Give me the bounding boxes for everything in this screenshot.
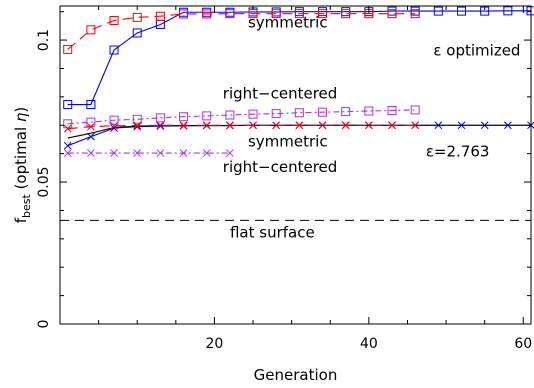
data-point-x — [179, 149, 188, 157]
data-point-x — [179, 121, 188, 130]
data-point-x — [133, 122, 142, 131]
data-point-square — [318, 9, 328, 19]
data-point-square — [63, 119, 73, 129]
data-point-square — [248, 109, 258, 119]
data-point-square — [294, 108, 304, 118]
data-point-square — [109, 115, 119, 125]
y-axis-label-close: ) — [12, 107, 30, 113]
data-point-square — [271, 9, 281, 19]
data-point-x — [133, 121, 142, 130]
annotation-symmetric-mid: symmetric — [248, 133, 328, 151]
data-point-square — [202, 9, 212, 19]
y-axis-label-main: f — [12, 217, 30, 223]
series-line-right-centered-eps-fixed-red — [67, 124, 416, 130]
data-point-x — [63, 141, 72, 150]
data-point-square — [271, 109, 281, 119]
data-point-x — [133, 149, 142, 157]
data-point-x — [411, 121, 420, 130]
data-point-x — [87, 149, 95, 157]
data-point-square — [132, 28, 142, 38]
data-point-x — [388, 121, 396, 130]
data-point-x — [341, 121, 350, 130]
data-point-x — [110, 121, 118, 130]
data-point-x — [156, 149, 165, 157]
data-point-x — [87, 122, 95, 131]
data-point-square — [318, 107, 328, 117]
data-point-square — [457, 6, 467, 16]
y-axis-label: fbest (optimal η) — [12, 107, 33, 224]
data-point-x — [249, 121, 257, 130]
data-point-square — [410, 105, 420, 115]
data-point-x — [226, 121, 234, 130]
data-point-x — [202, 149, 211, 157]
data-point-square — [202, 111, 212, 121]
data-point-square — [294, 9, 304, 19]
annotation-right-centered-bottom: right−centered — [223, 158, 338, 176]
data-point-x — [156, 121, 165, 130]
data-point-square — [155, 113, 165, 123]
data-point-square — [155, 11, 165, 21]
data-point-x — [272, 121, 281, 130]
data-point-x — [87, 132, 95, 141]
series-line-right-centered-eps-optimized — [67, 13, 416, 50]
plot-frame — [59, 5, 532, 325]
series-right-centered-eps-optimized-purple — [63, 105, 420, 129]
data-point-square — [109, 45, 119, 55]
data-point-square — [63, 100, 73, 110]
data-point-square — [387, 9, 397, 19]
data-point-square — [109, 15, 119, 25]
x-tick-label: 40 — [360, 336, 378, 352]
y-tick-label: 0 — [36, 320, 52, 329]
data-point-square — [225, 110, 235, 120]
y-tick-label: 0.05 — [36, 166, 52, 197]
data-point-square — [132, 114, 142, 124]
data-point-square — [503, 6, 513, 16]
annotation-layer: symmetric ε optimized right−centered symmet… — [223, 13, 521, 241]
data-point-x — [364, 121, 373, 130]
annotation-right-centered-top: right−centered — [223, 84, 338, 102]
data-point-x — [226, 149, 234, 157]
data-point-square — [86, 25, 96, 35]
y-axis-label-subscript: best — [20, 194, 33, 218]
x-tick-label: 20 — [206, 336, 224, 352]
data-point-x — [202, 121, 211, 130]
annotation-eps-optimized: ε optimized — [433, 42, 520, 60]
data-point-x — [295, 121, 304, 130]
x-axis-label: Generation — [254, 366, 338, 384]
y-tick-label: 0.1 — [36, 29, 52, 51]
data-point-square — [410, 9, 420, 19]
y-axis-label-greek: η — [12, 112, 30, 122]
data-point-square — [179, 112, 189, 122]
data-point-square — [63, 44, 73, 54]
data-point-square — [364, 106, 374, 116]
annotation-symmetric-top: symmetric — [248, 13, 328, 31]
data-point-square — [341, 9, 351, 19]
series-line-right-centered-eps-optimized-purple — [67, 109, 416, 125]
data-point-square — [225, 9, 235, 19]
data-point-square — [86, 100, 96, 110]
annotation-eps-value: ε=2.763 — [426, 142, 490, 160]
series-line-symmetric-eps-optimized — [67, 10, 531, 106]
data-point-square — [387, 105, 397, 115]
data-point-x — [63, 124, 72, 133]
data-point-square — [179, 9, 189, 19]
data-point-square — [433, 6, 443, 16]
data-point-square — [132, 12, 142, 22]
y-axis-label-rest: (optimal — [12, 122, 30, 194]
x-tick-label: 60 — [514, 336, 532, 352]
annotation-flat-surface: flat surface — [230, 223, 315, 241]
data-point-x — [110, 149, 118, 157]
tick-layer: 20 40 60 0 0.05 0.1 — [36, 6, 532, 352]
data-point-square — [341, 107, 351, 117]
series-right-centered-eps-optimized — [63, 9, 420, 54]
data-point-x — [63, 149, 72, 157]
series-layer — [60, 6, 534, 221]
data-point-x — [318, 121, 327, 130]
series-right-centered-eps-fixed — [63, 149, 234, 157]
series-right-centered-eps-fixed-red — [63, 121, 420, 133]
